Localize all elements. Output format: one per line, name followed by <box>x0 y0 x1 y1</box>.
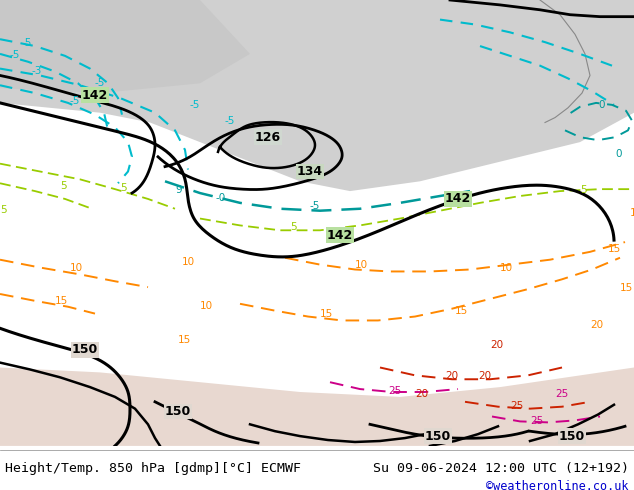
Text: -5: -5 <box>310 201 320 211</box>
Text: 0: 0 <box>598 100 604 110</box>
Text: 10: 10 <box>500 264 513 273</box>
Text: 134: 134 <box>297 165 323 178</box>
Text: -5: -5 <box>70 96 80 106</box>
Text: 20: 20 <box>415 389 428 399</box>
Text: 10: 10 <box>182 257 195 267</box>
Text: 142: 142 <box>327 229 353 242</box>
Text: 25: 25 <box>530 416 543 426</box>
Text: Height/Temp. 850 hPa [gdmp][°C] ECMWF: Height/Temp. 850 hPa [gdmp][°C] ECMWF <box>5 462 301 475</box>
Text: 5: 5 <box>60 181 67 191</box>
Text: Su 09-06-2024 12:00 UTC (12+192): Su 09-06-2024 12:00 UTC (12+192) <box>373 462 629 475</box>
Text: 15: 15 <box>320 309 333 318</box>
Text: 150: 150 <box>165 405 191 418</box>
Text: 142: 142 <box>82 89 108 101</box>
Text: 15: 15 <box>455 306 469 316</box>
Text: 150: 150 <box>559 430 585 442</box>
Text: 20: 20 <box>478 371 491 381</box>
Text: ©weatheronline.co.uk: ©weatheronline.co.uk <box>486 480 629 490</box>
Polygon shape <box>0 0 250 93</box>
Text: 25: 25 <box>555 389 568 399</box>
Text: 20: 20 <box>490 340 503 350</box>
Text: -3: -3 <box>32 66 42 75</box>
Text: 25: 25 <box>510 401 523 411</box>
Text: -5: -5 <box>95 78 105 88</box>
Text: 142: 142 <box>445 193 471 205</box>
Text: 10: 10 <box>355 260 368 270</box>
Text: 150: 150 <box>425 430 451 442</box>
Text: 25: 25 <box>388 386 401 396</box>
Text: 20: 20 <box>445 371 458 381</box>
Text: -5: -5 <box>225 116 235 125</box>
Text: 15: 15 <box>620 283 633 293</box>
Text: 5: 5 <box>0 205 6 215</box>
Text: 5: 5 <box>120 183 127 193</box>
Text: 5: 5 <box>290 222 297 232</box>
Text: 5: 5 <box>580 185 586 195</box>
Text: 15: 15 <box>608 244 621 254</box>
Text: 0: 0 <box>615 149 621 159</box>
Text: 15: 15 <box>55 296 68 306</box>
Text: -5: -5 <box>190 100 200 110</box>
Text: -0: -0 <box>215 193 225 203</box>
Text: 10: 10 <box>630 208 634 218</box>
Text: 10: 10 <box>200 301 213 311</box>
Polygon shape <box>0 368 634 446</box>
Text: 9: 9 <box>175 185 181 195</box>
Text: -5: -5 <box>22 38 32 48</box>
Text: 126: 126 <box>255 131 281 144</box>
Text: 10: 10 <box>70 264 83 273</box>
Text: -5: -5 <box>10 50 20 60</box>
Polygon shape <box>0 0 634 191</box>
Text: 150: 150 <box>72 343 98 356</box>
Text: 20: 20 <box>590 320 603 330</box>
Text: 15: 15 <box>178 335 191 345</box>
